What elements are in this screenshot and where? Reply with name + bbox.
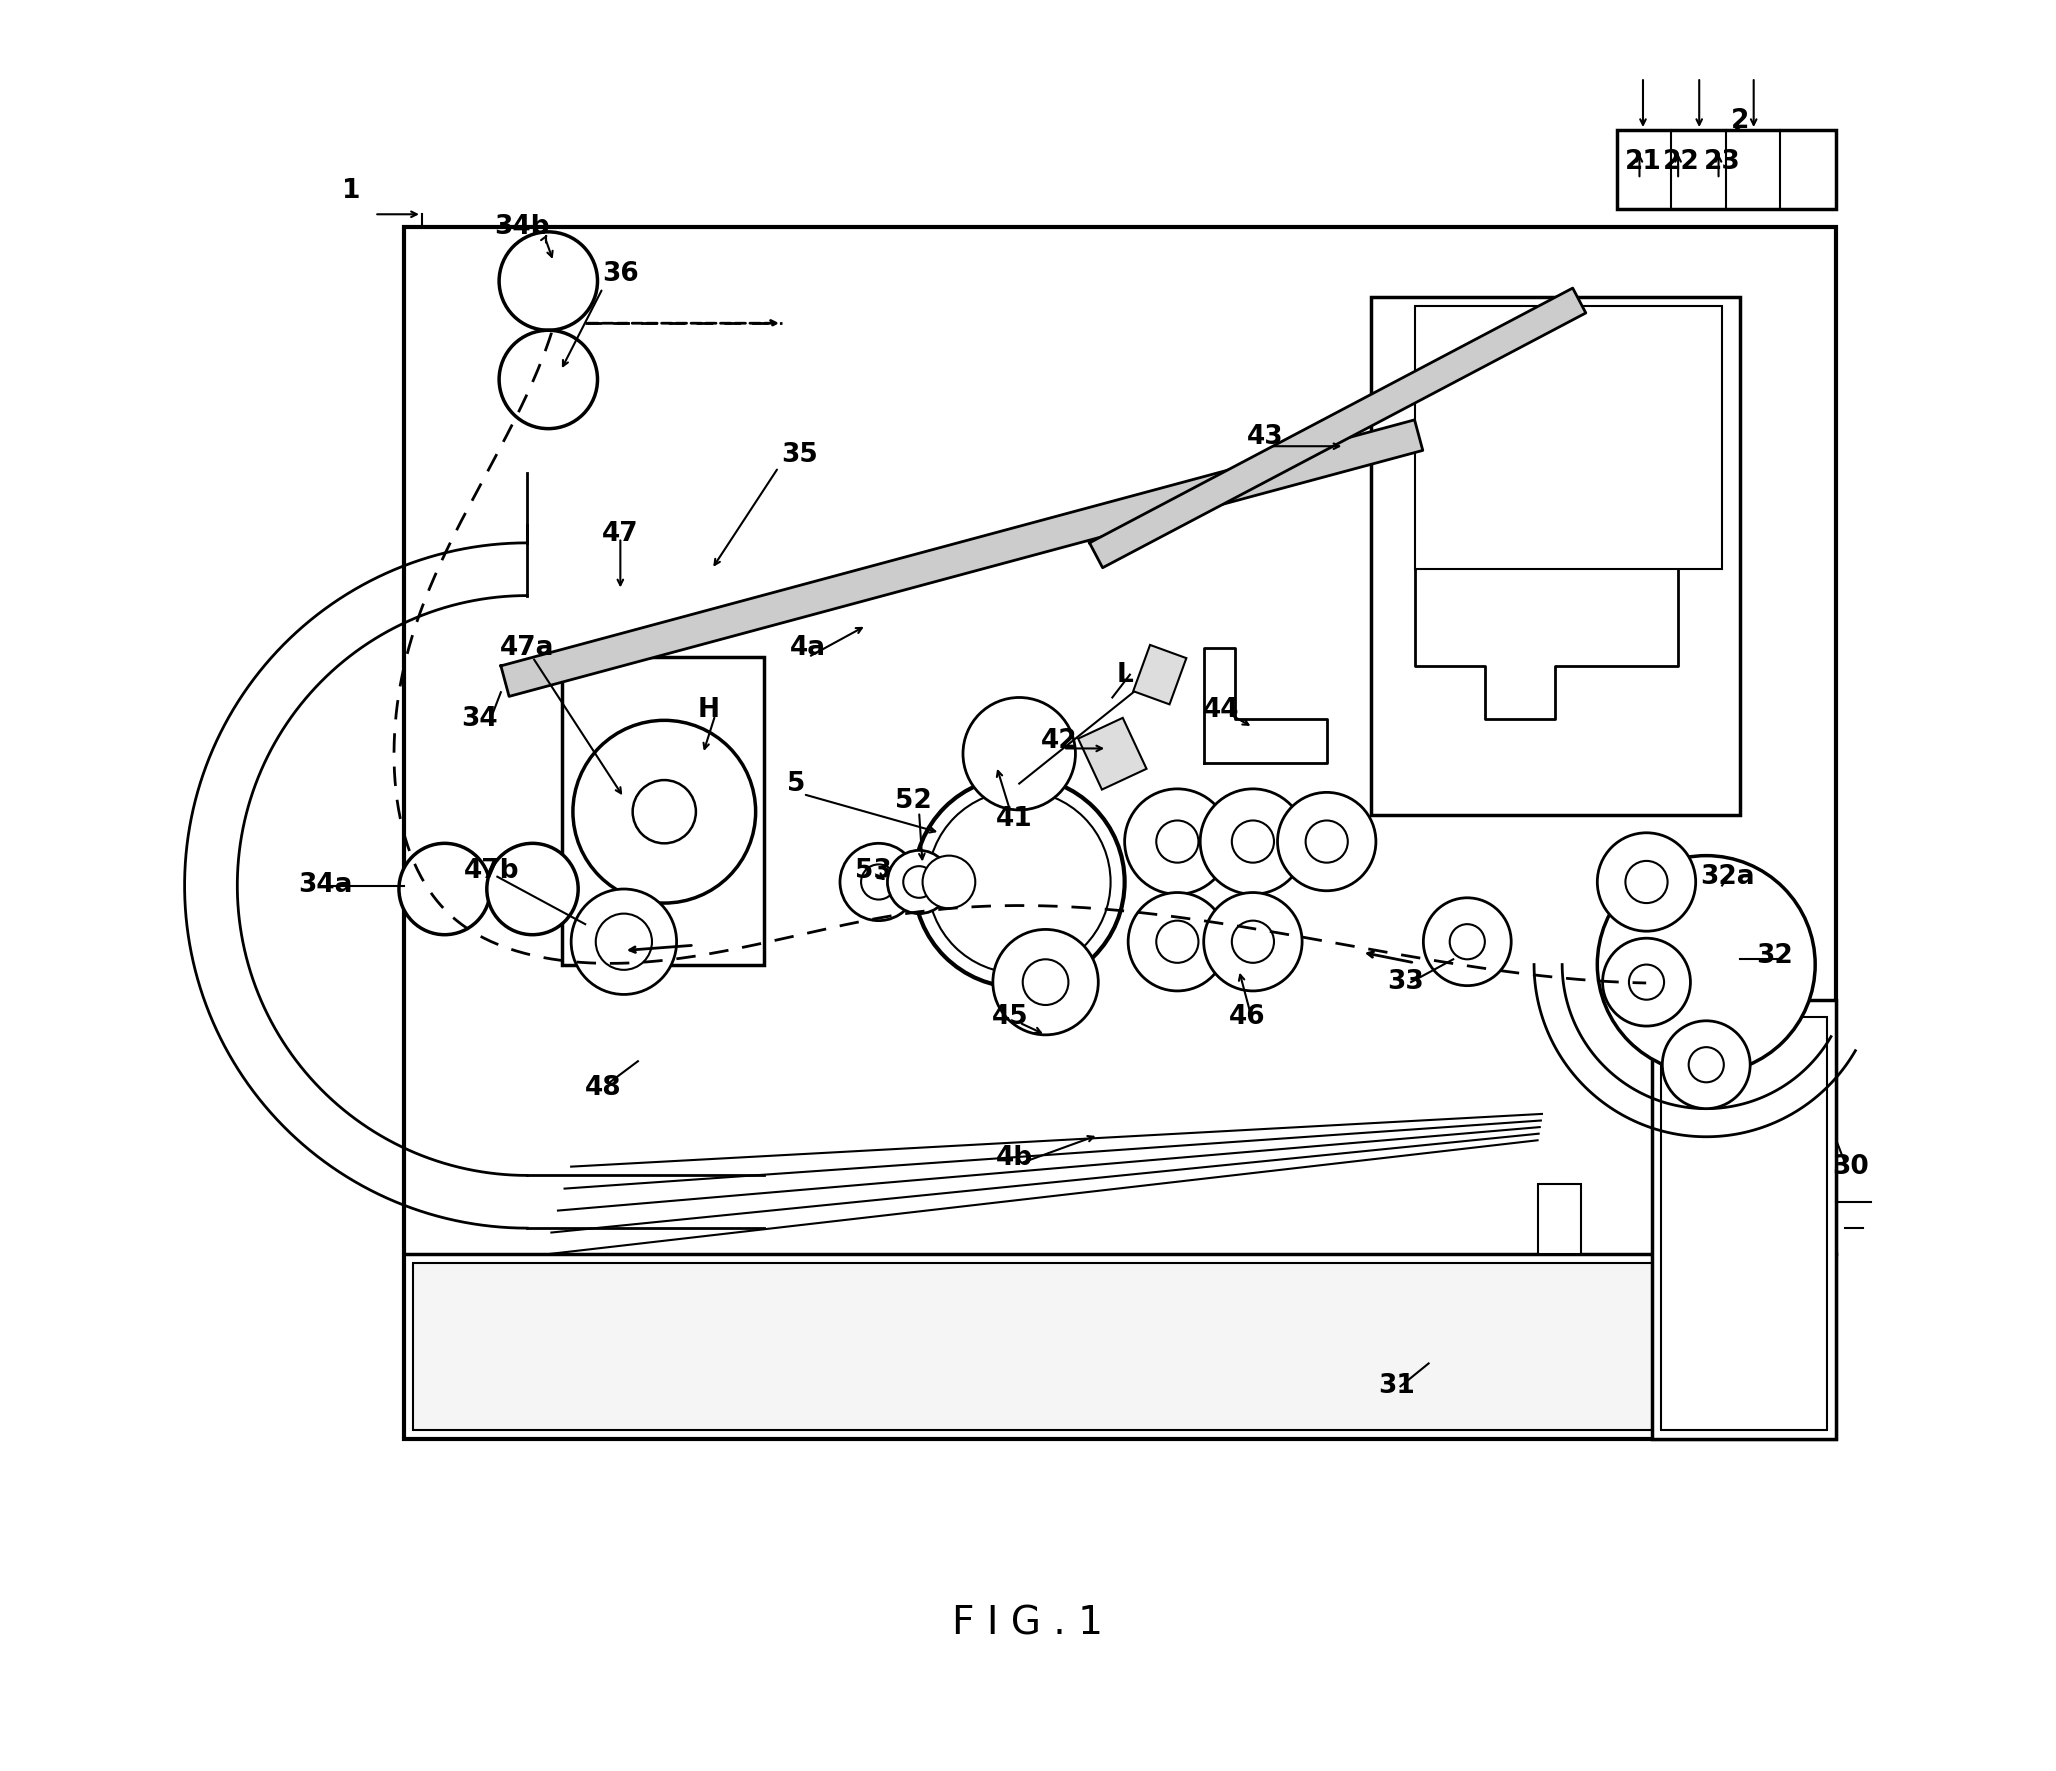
Bar [405, 227, 1836, 1440]
Text: 47: 47 [602, 521, 639, 547]
Bar [1661, 1017, 1828, 1431]
Text: 4b: 4b [995, 1144, 1032, 1171]
Text: 5: 5 [787, 770, 806, 797]
Bar [1651, 999, 1836, 1440]
Text: H: H [697, 696, 720, 723]
Text: L: L [1116, 662, 1133, 687]
Bar [1538, 1185, 1581, 1254]
Text: 47b: 47b [465, 859, 520, 884]
Circle shape [913, 776, 1125, 988]
Circle shape [596, 914, 652, 971]
Circle shape [1598, 855, 1815, 1073]
Text: 1: 1 [341, 179, 360, 204]
Text: 36: 36 [602, 260, 639, 287]
Text: 33: 33 [1388, 969, 1425, 995]
Circle shape [841, 843, 917, 921]
Circle shape [993, 930, 1098, 1034]
Bar [563, 657, 765, 965]
Circle shape [1449, 924, 1484, 960]
Bar [1371, 298, 1739, 815]
Text: 22: 22 [1663, 149, 1700, 175]
Circle shape [861, 864, 896, 900]
Circle shape [487, 843, 578, 935]
Circle shape [1688, 1047, 1723, 1082]
Text: 47a: 47a [500, 636, 555, 661]
Text: 42: 42 [1040, 728, 1077, 754]
Circle shape [923, 855, 975, 909]
Text: 35: 35 [781, 443, 818, 468]
Circle shape [500, 232, 598, 329]
Circle shape [1129, 893, 1227, 992]
Text: 30: 30 [1832, 1153, 1869, 1179]
Text: 31: 31 [1380, 1373, 1415, 1399]
Circle shape [1232, 820, 1275, 862]
Circle shape [1232, 921, 1275, 963]
Text: 32a: 32a [1700, 864, 1754, 889]
Text: 4a: 4a [790, 636, 827, 661]
Text: 48: 48 [584, 1075, 621, 1100]
Polygon shape [1090, 289, 1585, 568]
Text: 45: 45 [993, 1004, 1028, 1031]
Text: 32: 32 [1756, 942, 1793, 969]
Circle shape [1155, 820, 1199, 862]
Circle shape [927, 790, 1110, 974]
Circle shape [1663, 1020, 1750, 1109]
Polygon shape [1077, 717, 1147, 790]
Text: 52: 52 [896, 788, 931, 815]
Circle shape [1306, 820, 1349, 862]
Polygon shape [502, 420, 1423, 696]
Circle shape [1277, 792, 1375, 891]
Circle shape [1203, 893, 1301, 992]
Text: 23: 23 [1704, 149, 1741, 175]
Text: 43: 43 [1246, 425, 1283, 450]
Circle shape [1201, 788, 1306, 894]
Circle shape [399, 843, 489, 935]
Circle shape [903, 866, 935, 898]
Circle shape [633, 779, 695, 843]
Text: 34a: 34a [298, 873, 352, 898]
Circle shape [1423, 898, 1511, 986]
Text: 44: 44 [1203, 696, 1240, 723]
Text: 41: 41 [995, 806, 1032, 832]
Text: 2: 2 [1731, 108, 1750, 135]
Circle shape [500, 329, 598, 429]
Circle shape [1626, 861, 1667, 903]
Text: 34: 34 [461, 705, 498, 731]
Circle shape [1628, 965, 1663, 999]
Circle shape [572, 889, 676, 995]
Text: 53: 53 [855, 859, 892, 884]
Circle shape [962, 698, 1075, 809]
Circle shape [1602, 939, 1690, 1025]
Circle shape [1125, 788, 1229, 894]
Text: F I G . 1: F I G . 1 [952, 1605, 1104, 1642]
Circle shape [1155, 921, 1199, 963]
Circle shape [574, 721, 757, 903]
Text: 21: 21 [1624, 149, 1661, 175]
Bar [413, 1263, 1828, 1431]
Bar [1616, 129, 1836, 209]
Text: 46: 46 [1229, 1004, 1266, 1031]
Text: 34b: 34b [493, 214, 549, 239]
Circle shape [1598, 832, 1696, 932]
Bar [1415, 306, 1723, 568]
Circle shape [1022, 960, 1069, 1004]
Circle shape [888, 850, 950, 914]
Polygon shape [1133, 645, 1186, 705]
